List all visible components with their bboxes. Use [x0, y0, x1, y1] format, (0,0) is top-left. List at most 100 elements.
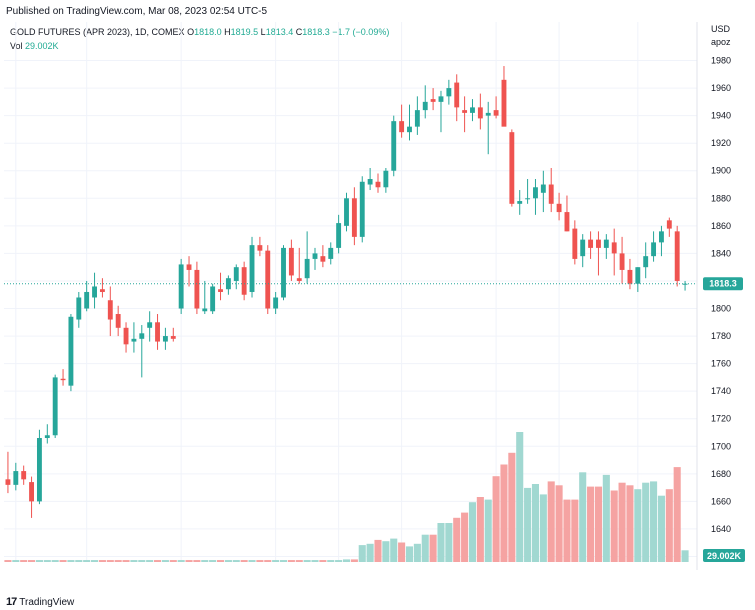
candle-body	[359, 181, 365, 237]
volume-bar	[335, 560, 343, 562]
volume-bar	[75, 560, 83, 562]
candle-body	[627, 269, 633, 284]
volume-bar	[500, 464, 508, 562]
volume-bar	[35, 560, 43, 562]
volume-bar	[390, 538, 398, 562]
price-tick-label: 1920	[711, 138, 731, 148]
candle-body	[328, 247, 334, 259]
tradingview-logo-icon: 17	[6, 596, 17, 608]
volume-bar	[240, 560, 248, 562]
published-header: Published on TradingView.com, Mar 08, 20…	[6, 6, 268, 17]
volume-bar	[484, 499, 492, 562]
candle-body	[92, 286, 97, 298]
volume-bar	[437, 523, 445, 562]
candle-body	[674, 231, 680, 281]
volume-bar	[524, 487, 532, 562]
candlestick-chart[interactable]: 1620164016601680170017201740176017801800…	[0, 22, 755, 585]
volume-badge-text: 29.002K	[707, 551, 742, 561]
volume-bar	[248, 560, 256, 562]
candle-body	[603, 239, 609, 248]
candle-body	[296, 278, 302, 281]
volume-bar	[579, 472, 587, 562]
price-tick-label: 1860	[711, 221, 731, 231]
candle-body	[241, 267, 247, 295]
volume-bar	[610, 490, 618, 562]
candle-body	[273, 297, 279, 309]
price-tick-label: 1800	[711, 304, 731, 314]
candle-body	[501, 79, 507, 127]
candle-body	[99, 289, 105, 292]
candle-body	[611, 242, 617, 254]
volume-bar	[216, 560, 225, 562]
volume-bar	[634, 489, 642, 562]
price-tick-label: 1880	[711, 193, 731, 203]
close-label: C	[295, 27, 303, 37]
change-value: −1.7 (−0.09%)	[332, 27, 390, 37]
candle-body	[344, 198, 349, 226]
candle-body	[304, 258, 310, 279]
price-axis[interactable]: 1620164016601680170017201740176017801800…	[711, 56, 731, 562]
volume-bar	[626, 485, 634, 562]
candle-body	[13, 471, 19, 485]
candle-body	[29, 482, 34, 502]
volume-bar	[319, 560, 327, 562]
volume-bar	[665, 489, 673, 562]
candle-body	[210, 286, 216, 312]
candle-body	[533, 187, 538, 199]
candle-body	[438, 96, 444, 102]
candle-body	[155, 322, 160, 342]
volume-bar	[681, 550, 689, 562]
candle-body	[635, 267, 641, 284]
unit-label: apoz	[711, 37, 731, 47]
volume-bar	[177, 560, 185, 562]
candle-body	[139, 333, 145, 339]
candle-body	[383, 170, 389, 188]
price-tick-label: 1980	[711, 56, 731, 66]
candle-body	[375, 181, 381, 188]
volume-bar	[20, 560, 28, 562]
volume-bar	[650, 481, 658, 562]
candle-body	[556, 203, 562, 213]
volume-bar	[185, 560, 193, 562]
volume-bar	[342, 559, 351, 562]
high-label: H	[224, 27, 231, 37]
candle-body	[115, 314, 121, 328]
candle-body	[233, 267, 239, 281]
volume-bar	[327, 560, 335, 562]
volume-bar	[602, 474, 610, 562]
candle-body	[257, 245, 263, 251]
candle-body	[52, 377, 58, 436]
volume-bar	[492, 476, 500, 562]
candle-body	[367, 179, 373, 185]
chart-area[interactable]: 1620164016601680170017201740176017801800…	[0, 22, 755, 585]
candle-body	[540, 184, 546, 193]
volume-bar	[405, 546, 414, 562]
volume-bar	[43, 560, 51, 562]
volume-bar	[91, 560, 99, 562]
price-tick-label: 1940	[711, 111, 731, 121]
volume-bar	[358, 545, 366, 562]
volume-bar	[256, 560, 264, 562]
price-tick-label: 1640	[711, 524, 731, 534]
price-tick-label: 1740	[711, 386, 731, 396]
volume-bar	[12, 560, 20, 562]
volume-bar	[547, 481, 555, 562]
volume-bar	[4, 560, 12, 562]
symbol-label: GOLD FUTURES (APR 2023), 1D, COMEX	[10, 27, 185, 37]
volume-bar	[421, 534, 429, 562]
volume-bar	[516, 432, 524, 562]
candle-body	[60, 378, 66, 381]
volume-bar	[98, 560, 106, 562]
volume-bar	[587, 486, 595, 562]
volume-bar	[28, 560, 36, 562]
price-tick-label: 1900	[711, 166, 731, 176]
volume-bar	[350, 559, 358, 562]
candle-body	[485, 112, 491, 116]
candle-body	[446, 88, 452, 97]
candle-body	[131, 338, 137, 342]
candle-body	[68, 316, 74, 386]
volume-bar	[295, 560, 303, 562]
candle-body	[477, 107, 483, 119]
volume-badge: 29.002K	[703, 549, 745, 562]
low-label: L	[260, 27, 266, 37]
